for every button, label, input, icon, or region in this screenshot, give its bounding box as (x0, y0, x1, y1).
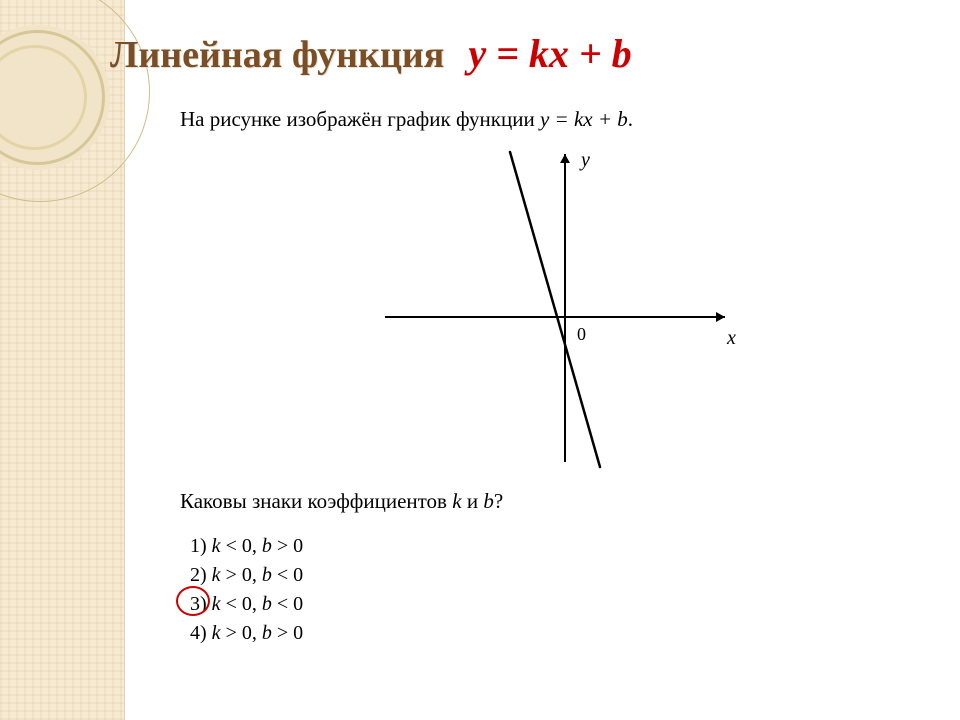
answer-option: 3) k < 0, b < 0 (190, 590, 920, 619)
question-post: ? (494, 489, 503, 513)
prompt-pre: На рисунке изображён график функции (180, 107, 540, 131)
question-mid: и (462, 489, 484, 513)
answer-option: 4) k > 0, b > 0 (190, 619, 920, 648)
question-b: b (483, 489, 494, 513)
svg-text:x: x (726, 327, 736, 349)
answers-list: 1) k < 0, b > 02) k > 0, b < 03) k < 0, … (190, 532, 920, 648)
title-formula: y = kx + b (468, 30, 631, 77)
problem-prompt: На рисунке изображён график функции y = … (180, 107, 920, 132)
title-text: Линейная функция (110, 33, 444, 77)
answer-option: 1) k < 0, b > 0 (190, 532, 920, 561)
answer-number: 1) (190, 535, 207, 557)
svg-text:0: 0 (577, 324, 586, 344)
question-k: k (452, 489, 461, 513)
answer-option: 2) k > 0, b < 0 (190, 561, 920, 590)
answer-number: 4) (190, 622, 207, 644)
question-text: Каковы знаки коэффициентов k и b? (180, 489, 920, 514)
chart-svg: y x 0 (355, 142, 745, 472)
answer-number: 3) (190, 593, 207, 615)
slide-content: Линейная функция y = kx + b На рисунке и… (0, 0, 960, 720)
prompt-post: . (628, 107, 633, 131)
question-pre: Каковы знаки коэффициентов (180, 489, 452, 513)
title-row: Линейная функция y = kx + b (110, 30, 920, 77)
chart: y x 0 (355, 142, 745, 477)
prompt-formula: y = kx + b (540, 107, 628, 131)
answer-number: 2) (190, 564, 207, 586)
svg-text:y: y (579, 149, 590, 171)
